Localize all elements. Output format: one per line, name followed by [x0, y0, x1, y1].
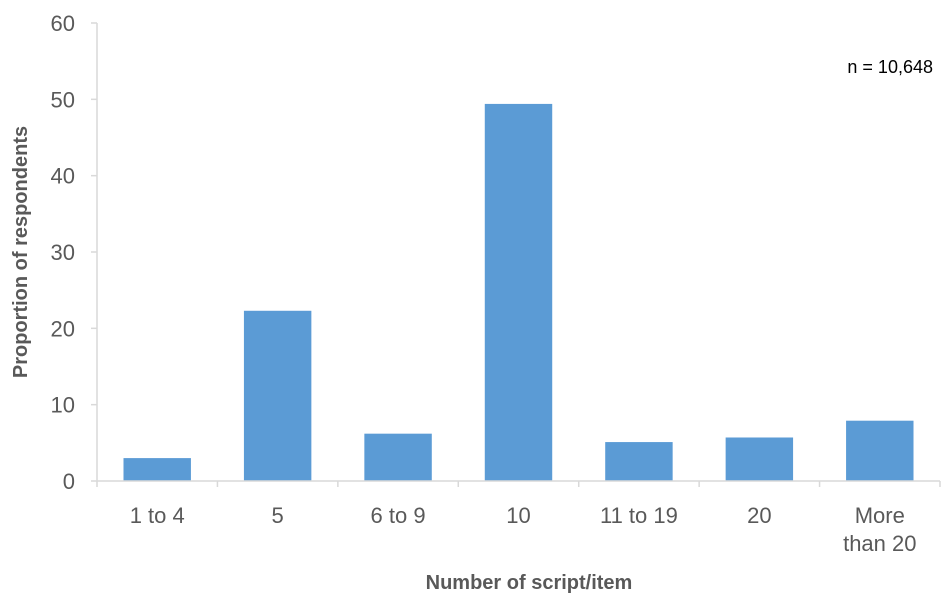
x-tick-label: 20	[747, 503, 771, 528]
sample-size-annotation: n = 10,648	[847, 57, 933, 77]
x-tick-label: 11 to 19	[600, 503, 678, 528]
y-tick-label: 20	[51, 316, 75, 341]
bar	[725, 437, 794, 481]
bar	[123, 458, 191, 481]
y-tick-label: 10	[51, 393, 75, 418]
x-axis-ticks: 1 to 4 5 6 to 9 10 11 to 19 20 More than 20	[96, 481, 941, 556]
y-axis-title: Proportion of respondents	[10, 126, 32, 378]
y-tick-label: 40	[51, 164, 75, 189]
x-tick-label: 6 to 9	[371, 503, 426, 528]
bar	[484, 103, 553, 481]
y-axis-ticks: 0 10 20 30 40 50 60	[51, 11, 97, 494]
y-tick-label: 0	[63, 469, 75, 494]
y-tick-label: 60	[51, 11, 75, 36]
x-tick-label: 5	[272, 503, 284, 528]
x-axis-title: Number of script/item	[426, 572, 633, 594]
bars	[123, 103, 914, 481]
x-tick-label: 10	[506, 503, 530, 528]
y-tick-label: 50	[51, 87, 75, 112]
x-tick-label: More than 20	[843, 503, 916, 556]
bar	[846, 420, 914, 481]
x-tick-label: 1 to 4	[130, 503, 185, 528]
bar	[243, 310, 312, 481]
bar	[364, 433, 432, 481]
y-tick-label: 30	[51, 240, 75, 265]
bar	[605, 442, 673, 481]
